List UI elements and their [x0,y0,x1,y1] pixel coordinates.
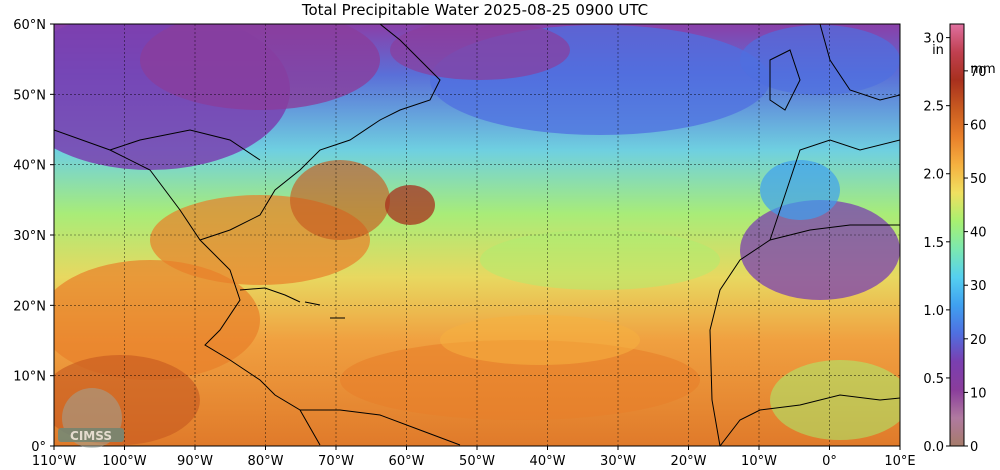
colorbar-inch-label: 0.5 [923,372,944,387]
colorbar-mm-label: 50 [970,172,987,187]
lon-label: 90°W [177,454,213,469]
cimss-logo: CIMSS [58,388,124,448]
lon-label: 50°W [459,454,495,469]
colorbar-inch-label: 0.0 [923,440,944,455]
lon-label: 110°W [32,454,76,469]
longitude-labels: 110°W 100°W 90°W 80°W 70°W 60°W 50°W 40°W 30°W 20… [32,446,916,469]
colorbar: 0.0 0.5 1.0 1.5 2.0 2.5 3.0 0 10 20 30 40 50 60 70 in… [923,23,996,455]
lat-label: 50°N [13,88,46,103]
colorbar-mm-scale: 0 10 20 30 40 50 60 70 [964,65,987,455]
colorbar-mm-label: 40 [970,226,987,241]
colorbar-mm-label: 70 [970,65,987,80]
colorbar-mm-label: 10 [970,386,987,401]
lon-label: 20°W [671,454,707,469]
lat-label: 40°N [13,159,46,174]
lon-label: 60°W [389,454,425,469]
lon-label: 0° [822,454,837,469]
colorbar-mm-label: 60 [970,118,987,133]
colorbar-mm-label: 30 [970,279,987,294]
colorbar-mm-label: 20 [970,333,987,348]
colorbar-inch-scale: 0.0 0.5 1.0 1.5 2.0 2.5 3.0 [923,32,950,455]
colorbar-gradient [949,23,965,447]
colorbar-mm-unit: mm [970,62,995,77]
colorbar-inch-label: 1.5 [923,236,944,251]
colorbar-inch-label: 2.0 [923,168,944,183]
lon-label: 10°E [884,454,915,469]
tpw-field [54,24,900,446]
colorbar-inch-label: 1.0 [923,304,944,319]
lat-label: 30°N [13,229,46,244]
lat-label: 0° [31,440,46,455]
coastlines [54,24,900,446]
lon-label: 10°W [741,454,777,469]
lat-label: 20°N [13,299,46,314]
lon-label: 40°W [530,454,566,469]
latitude-labels: 0° 10°N 20°N 30°N 40°N 50°N 60°N [13,18,54,455]
lon-label: 70°W [318,454,354,469]
graticule [54,24,900,446]
lon-label: 100°W [102,454,146,469]
lat-label: 10°N [13,370,46,385]
colorbar-inch-unit: in [932,43,944,58]
map-title: Total Precipitable Water 2025-08-25 0900… [301,1,649,19]
lat-label: 60°N [13,18,46,33]
colorbar-inch-label: 3.0 [923,32,944,47]
lon-label: 30°W [600,454,636,469]
logo-text: CIMSS [70,429,112,443]
colorbar-inch-label: 2.5 [923,100,944,115]
colorbar-mm-label: 0 [970,440,978,455]
lon-label: 80°W [248,454,284,469]
